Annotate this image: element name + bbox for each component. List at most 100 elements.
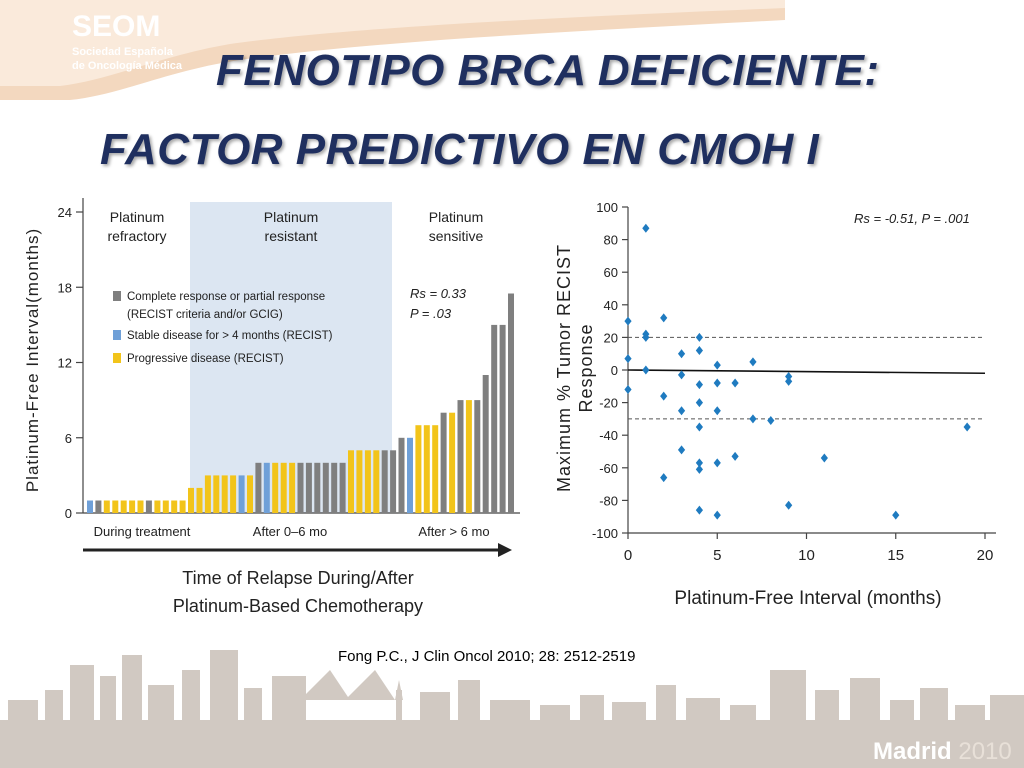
bar-gray	[381, 450, 388, 513]
bar-gray	[95, 500, 102, 513]
scatter-point	[677, 445, 686, 455]
footer-year: 2010	[958, 738, 1012, 765]
scatter-point	[695, 398, 703, 408]
madrid-skyline	[0, 650, 1024, 768]
scatter-point	[695, 422, 703, 432]
bar-gray	[145, 500, 152, 513]
scatter-point	[642, 223, 650, 233]
scatter-point	[749, 357, 757, 367]
scatter-point	[695, 345, 703, 355]
x-group-after-6: After > 6 mo	[418, 524, 489, 539]
bar-yellow	[179, 500, 186, 513]
bar-blue	[87, 500, 93, 513]
scatter-y-tick-label: 40	[604, 298, 618, 313]
region-sensitive-line1: Platinum	[429, 209, 483, 225]
bar-yellow	[204, 475, 211, 513]
scatter-point	[660, 391, 668, 401]
bar-gray	[297, 462, 304, 513]
bar-yellow	[196, 487, 203, 513]
legend-gray-line2: (RECIST criteria and/or GCIG)	[127, 309, 283, 321]
footer-city: Madrid	[873, 738, 952, 765]
legend-swatch-yellow	[113, 353, 121, 363]
bar-yellow	[247, 475, 253, 513]
scatter-x-axis-label: Platinum-Free Interval (months)	[674, 588, 941, 609]
bar-yellow	[415, 425, 422, 513]
scatter-y-tick-label: 100	[596, 200, 618, 215]
bar-gray	[440, 412, 447, 513]
logo-sub2: de Oncología Médica	[72, 60, 183, 72]
scatter-point	[785, 500, 793, 510]
bar-gray	[339, 462, 346, 513]
bar-y-tick-label: 24	[58, 205, 72, 220]
seom-logo: SEOM Sociedad Española de Oncología Médi…	[0, 0, 785, 100]
bar-yellow	[112, 500, 119, 513]
bar-x-axis-label-line2: Platinum-Based Chemotherapy	[173, 596, 423, 616]
scatter-stat: Rs = -0.51, P = .001	[854, 211, 970, 226]
bar-yellow	[103, 500, 110, 513]
bar-yellow	[162, 500, 169, 513]
bar-gray	[457, 400, 464, 513]
bar-gray	[331, 462, 338, 513]
footer-location: Madrid 2010	[873, 738, 1012, 766]
scatter-point	[660, 473, 668, 483]
bar-y-axis-label: Platinum-Free Interval(months)	[23, 228, 42, 492]
bar-yellow	[230, 475, 237, 513]
scatter-y-tick-label: 80	[604, 233, 618, 248]
legend-blue-line1: Stable disease for > 4 months (RECIST)	[127, 330, 333, 342]
bar-gray	[508, 293, 514, 513]
bar-blue	[238, 475, 245, 513]
bar-gray	[322, 462, 329, 513]
bar-yellow	[432, 425, 439, 513]
scatter-point	[731, 451, 739, 461]
bar-gray	[474, 400, 481, 513]
scatter-point	[713, 510, 721, 520]
region-refractory-line1: Platinum	[110, 209, 164, 225]
bar-yellow	[364, 450, 371, 513]
bar-stat-rs: Rs = 0.33	[410, 286, 467, 301]
scatter-point	[695, 380, 703, 390]
bar-y-tick-label: 12	[58, 356, 72, 371]
slide-title-line2: FACTOR PREDICTIVO EN CMOH I	[100, 125, 820, 174]
scatter-point	[695, 458, 703, 468]
scatter-point	[677, 370, 686, 380]
bar-yellow	[213, 475, 220, 513]
bar-gray	[499, 324, 506, 513]
scatter-point	[642, 332, 650, 342]
bar-gray	[255, 462, 262, 513]
bar-yellow	[465, 400, 472, 513]
bar-y-tick-label: 0	[65, 506, 72, 521]
scatter-point	[785, 372, 793, 382]
bar-yellow	[348, 450, 354, 513]
bar-stat-p: P = .03	[410, 306, 452, 321]
scatter-point	[695, 505, 703, 515]
bar-yellow	[154, 500, 161, 513]
scatter-point	[749, 414, 757, 424]
scatter-x-tick-label: 20	[977, 547, 994, 564]
scatter-y-tick-label: -40	[599, 428, 618, 443]
bar-yellow	[356, 450, 363, 513]
scatter-y-tick-label: -80	[599, 493, 618, 508]
region-refractory-line2: refractory	[107, 228, 166, 244]
bar-yellow	[280, 462, 287, 513]
scatter-point	[731, 378, 739, 388]
citation: Fong P.C., J Clin Oncol 2010; 28: 2512-2…	[338, 648, 636, 665]
bar-y-tick-label: 18	[58, 280, 72, 295]
logo-sub1: Sociedad Española	[72, 46, 174, 58]
scatter-point	[624, 354, 632, 364]
bar-x-axis-label-line1: Time of Relapse During/After	[182, 568, 413, 588]
bar-blue	[407, 437, 413, 514]
scatter-y-tick-label: -20	[599, 396, 618, 411]
scatter-x-tick-label: 10	[798, 547, 815, 564]
bar-yellow	[449, 412, 456, 513]
legend-gray-line1: Complete response or partial response	[127, 291, 325, 303]
scatter-point	[892, 510, 900, 520]
bar-yellow	[373, 450, 380, 513]
scatter-y-tick-label: 20	[604, 330, 618, 345]
x-group-during: During treatment	[94, 524, 191, 539]
scatter-y-axis-label-line1: Maximum % Tumor RECIST	[554, 244, 574, 492]
bar-gray	[491, 324, 498, 513]
scatter-point	[642, 365, 650, 375]
region-sensitive-line2: sensitive	[429, 228, 484, 244]
region-resistant-line2: resistant	[265, 228, 318, 244]
